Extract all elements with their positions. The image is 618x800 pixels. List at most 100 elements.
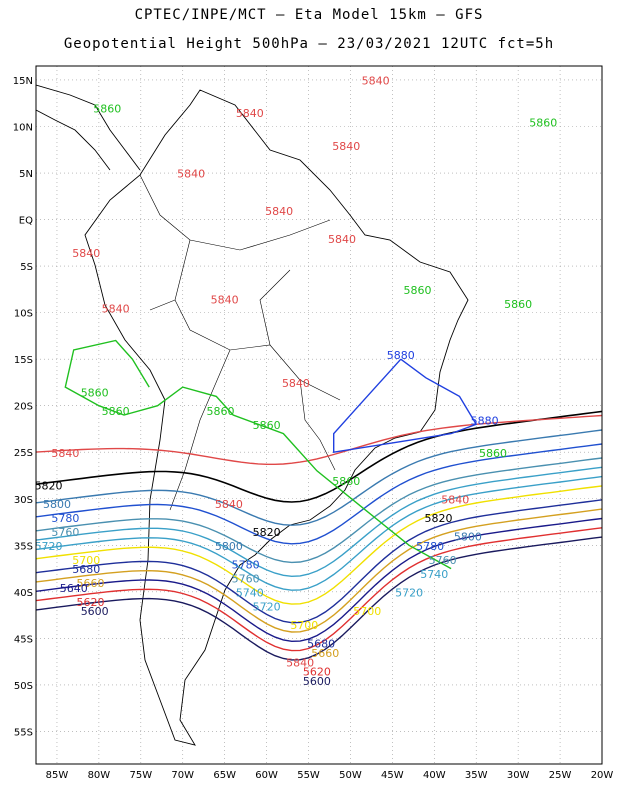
contour-5700 bbox=[36, 485, 602, 605]
contour-label-5860: 5860 bbox=[404, 284, 432, 297]
lon-tick-label: 20W bbox=[591, 770, 614, 781]
contour-label-5860: 5860 bbox=[206, 405, 234, 418]
contour-5880-closed bbox=[333, 358, 478, 454]
contour-5780 bbox=[36, 443, 602, 545]
contour-label-5840: 5840 bbox=[441, 493, 469, 506]
contour-label-5680: 5680 bbox=[307, 638, 335, 651]
contour-label-5720: 5720 bbox=[253, 600, 281, 613]
lat-tick-label: 50S bbox=[14, 681, 33, 692]
contour-label-5820: 5820 bbox=[253, 526, 281, 539]
contour-label-5840: 5840 bbox=[332, 140, 360, 153]
central-america-coastline bbox=[36, 84, 141, 171]
contour-label-5820: 5820 bbox=[35, 479, 63, 492]
contour-label-5660: 5660 bbox=[311, 647, 339, 660]
lon-tick-label: 45W bbox=[381, 770, 404, 781]
contour-label-5740: 5740 bbox=[236, 586, 264, 599]
map-frame bbox=[35, 65, 603, 765]
lat-tick-label: 40S bbox=[14, 588, 33, 599]
contour-label-5840: 5840 bbox=[102, 303, 130, 316]
contour-5620 bbox=[36, 527, 602, 652]
lat-tick-label: 35S bbox=[14, 541, 33, 552]
contour-5740 bbox=[36, 466, 602, 578]
contour-label-5640: 5640 bbox=[60, 582, 88, 595]
contour-5860-closed bbox=[64, 339, 452, 570]
lat-tick-label: 20S bbox=[14, 402, 33, 413]
contour-label-5800: 5800 bbox=[215, 540, 243, 553]
contour-label-5860: 5860 bbox=[93, 103, 121, 116]
lat-tick-label: 5S bbox=[20, 262, 33, 273]
lon-tick-label: 40W bbox=[423, 770, 446, 781]
lon-tick-label: 85W bbox=[46, 770, 69, 781]
lat-tick-label: 45S bbox=[14, 634, 33, 645]
contour-label-5780: 5780 bbox=[232, 559, 260, 572]
lat-tick-label: 5N bbox=[19, 169, 33, 180]
contour-5600 bbox=[36, 536, 602, 661]
lon-tick-label: 50W bbox=[339, 770, 362, 781]
contour-label-5840: 5840 bbox=[51, 447, 79, 460]
lat-tick-label: EQ bbox=[19, 216, 33, 227]
contour-label-5700: 5700 bbox=[72, 554, 100, 567]
contour-label-5860: 5860 bbox=[529, 116, 557, 129]
lon-tick-label: 60W bbox=[255, 770, 278, 781]
contour-label-5840: 5840 bbox=[362, 75, 390, 88]
contour-label-5840: 5840 bbox=[286, 656, 314, 669]
contour-label-5720: 5720 bbox=[35, 540, 63, 553]
lat-tick-label: 30S bbox=[14, 495, 33, 506]
contour-label-5620: 5620 bbox=[77, 596, 105, 609]
contour-label-5860: 5860 bbox=[479, 447, 507, 460]
lon-tick-label: 65W bbox=[213, 770, 236, 781]
contour-label-5760: 5760 bbox=[51, 526, 79, 539]
contour-5840-south bbox=[36, 414, 602, 465]
contour-label-5860: 5860 bbox=[332, 475, 360, 488]
contour-label-5840: 5840 bbox=[211, 293, 239, 306]
map-title-line-1: CPTEC/INPE/MCT – Eta Model 15km – GFS bbox=[134, 7, 484, 23]
contour-label-5860: 5860 bbox=[253, 419, 281, 432]
contour-label-5840: 5840 bbox=[328, 233, 356, 246]
lat-tick-label: 15N bbox=[13, 76, 33, 87]
contour-label-5820: 5820 bbox=[424, 512, 452, 525]
lon-tick-label: 80W bbox=[88, 770, 111, 781]
contour-label-5660: 5660 bbox=[77, 577, 105, 590]
contour-labels: 5840 5840 5840 5840 5840 5840 5840 5840 5840 5840… bbox=[35, 75, 557, 688]
lon-tick-label: 25W bbox=[549, 770, 572, 781]
contour-5820 bbox=[36, 410, 602, 503]
lat-tick-label: 55S bbox=[14, 727, 33, 738]
lat-tick-label: 10N bbox=[13, 122, 33, 133]
lon-tick-label: 35W bbox=[465, 770, 488, 781]
contour-5720 bbox=[36, 475, 602, 591]
contour-5660 bbox=[36, 508, 602, 633]
contour-label-5780: 5780 bbox=[416, 540, 444, 553]
contour-label-5780: 5780 bbox=[51, 512, 79, 525]
contour-label-5600: 5600 bbox=[81, 605, 109, 618]
contour-label-5840: 5840 bbox=[236, 107, 264, 120]
map-title-line-2: Geopotential Height 500hPa – 23/03/2021 … bbox=[63, 36, 555, 52]
latitude-tick-labels: 15N 10N 5N EQ 5S 10S 15S 20S 25S 30S 35S 40S 45S 50S 5… bbox=[13, 76, 33, 738]
contour-label-5760: 5760 bbox=[429, 554, 457, 567]
lon-tick-label: 30W bbox=[507, 770, 530, 781]
contour-label-5880: 5880 bbox=[387, 349, 415, 362]
contour-label-5840: 5840 bbox=[265, 205, 293, 218]
contour-label-5700: 5700 bbox=[353, 605, 381, 618]
contour-label-5840: 5840 bbox=[72, 247, 100, 260]
contour-label-5600: 5600 bbox=[303, 675, 331, 688]
contour-5640 bbox=[36, 517, 602, 643]
contour-label-5860: 5860 bbox=[81, 386, 109, 399]
contour-label-5680: 5680 bbox=[72, 563, 100, 576]
lon-tick-label: 75W bbox=[130, 770, 153, 781]
contour-label-5840: 5840 bbox=[215, 498, 243, 511]
contour-label-5840: 5840 bbox=[282, 377, 310, 390]
lat-tick-label: 25S bbox=[14, 448, 33, 459]
contour-label-5880: 5880 bbox=[471, 414, 499, 427]
contour-label-5860: 5860 bbox=[102, 405, 130, 418]
country-borders bbox=[139, 174, 341, 511]
contour-label-5620: 5620 bbox=[303, 666, 331, 679]
contour-label-5800: 5800 bbox=[43, 498, 71, 511]
contour-label-5720: 5720 bbox=[395, 586, 423, 599]
contour-5680 bbox=[36, 499, 602, 624]
height-contours bbox=[36, 339, 602, 661]
lat-lon-grid bbox=[36, 66, 603, 764]
lat-tick-label: 10S bbox=[14, 309, 33, 320]
lon-tick-label: 70W bbox=[171, 770, 194, 781]
contour-5760 bbox=[36, 457, 602, 564]
